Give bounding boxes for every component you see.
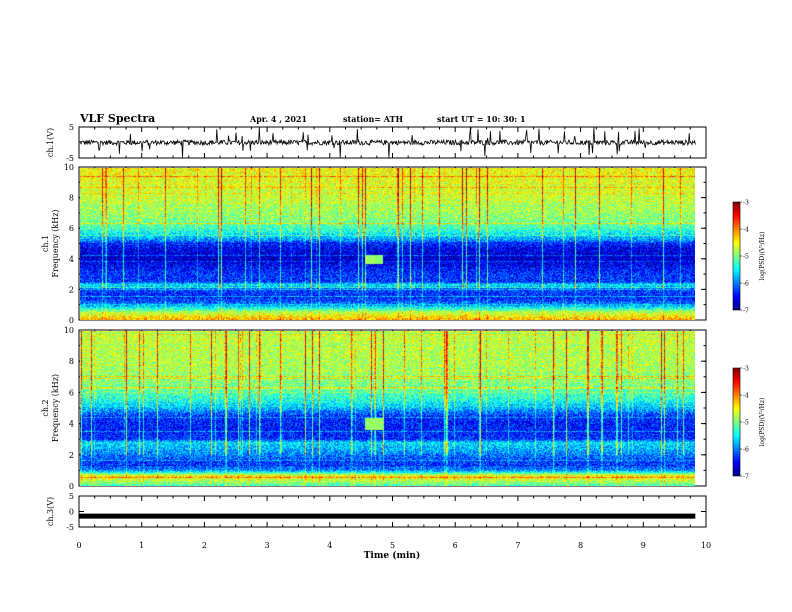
station-label: station= ATH xyxy=(343,114,403,124)
y-axis-title: ch.3(V) xyxy=(46,497,55,526)
waveform-layer xyxy=(78,126,696,519)
y-tick-label: 6 xyxy=(69,224,74,233)
start-time-label: start UT = 10: 30: 1 xyxy=(437,114,526,124)
y-axis-title: ch.1(V) xyxy=(46,128,55,157)
colorbar-tick-label: -5 xyxy=(743,420,749,427)
ch1-spectrogram-image xyxy=(80,168,695,320)
colorbar-tick-label: -6 xyxy=(743,281,749,288)
y-tick-label: 0 xyxy=(69,316,74,325)
y-tick-label: 8 xyxy=(69,357,74,366)
colorbar-tick-label: -3 xyxy=(743,200,749,207)
ch1-waveform-trace xyxy=(78,126,696,159)
colorbar-label: log(PSD)(V²/Hz) xyxy=(759,232,766,281)
x-tick-label: 0 xyxy=(76,541,81,550)
x-tick-label: 6 xyxy=(453,541,458,550)
y-tick-label: 2 xyxy=(69,451,74,460)
x-tick-label: 9 xyxy=(641,541,646,550)
ch2-spectrogram-image xyxy=(80,331,695,486)
colorbar-tick-label: -4 xyxy=(743,227,749,234)
y-tick-label: 10 xyxy=(64,163,74,172)
colorbar xyxy=(732,367,741,477)
colorbar-layer: -3 -4 -5 -6 -7 log(PSD)(V²/Hz) -3 -4 -5 -6 -7 log(P… xyxy=(732,200,766,481)
y-tick-label: 8 xyxy=(69,194,74,203)
y-tick-label: 4 xyxy=(69,255,74,264)
y-tick-label: -5 xyxy=(66,523,74,532)
colorbar-tick-label: -7 xyxy=(743,308,749,315)
colorbar-label: log(PSD)(V²/Hz) xyxy=(759,398,766,447)
y-tick-label: 10 xyxy=(64,326,74,335)
colorbar-tick-label: -4 xyxy=(743,393,749,400)
y-tick-label: -5 xyxy=(66,154,74,163)
colorbar-tick-label: -3 xyxy=(743,366,749,373)
y-tick-label: 0 xyxy=(69,482,74,491)
y-axis-title: ch.1 xyxy=(41,235,50,252)
colorbar xyxy=(732,201,741,311)
x-tick-label: 4 xyxy=(327,541,332,550)
y-tick-label: 2 xyxy=(69,285,74,294)
figure-title: VLF Spectra xyxy=(79,112,155,125)
x-tick-label: 3 xyxy=(265,541,270,550)
figure-date: Apr. 4 , 2021 xyxy=(249,114,307,124)
y-tick-label: 0 xyxy=(69,508,74,517)
x-tick-label: 7 xyxy=(515,541,520,550)
y-axis-title: Frequency (kHz) xyxy=(51,209,60,277)
x-tick-label: 8 xyxy=(578,541,583,550)
y-tick-label: 4 xyxy=(69,420,74,429)
x-tick-label: 2 xyxy=(202,541,207,550)
y-axis-title: ch.2 xyxy=(41,399,50,416)
y-tick-label: 5 xyxy=(69,492,74,501)
x-tick-label: 1 xyxy=(139,541,144,550)
colorbar-tick-label: -7 xyxy=(743,474,749,481)
colorbar-tick-label: -5 xyxy=(743,254,749,261)
x-axis-title: Time (min) xyxy=(364,550,421,561)
y-tick-label: 6 xyxy=(69,388,74,397)
colorbar-tick-label: -6 xyxy=(743,447,749,454)
y-axis-title: Frequency (kHz) xyxy=(51,374,60,442)
x-tick-label: 5 xyxy=(390,541,395,550)
x-tick-label: 10 xyxy=(701,541,711,550)
y-tick-label: 5 xyxy=(69,123,74,132)
